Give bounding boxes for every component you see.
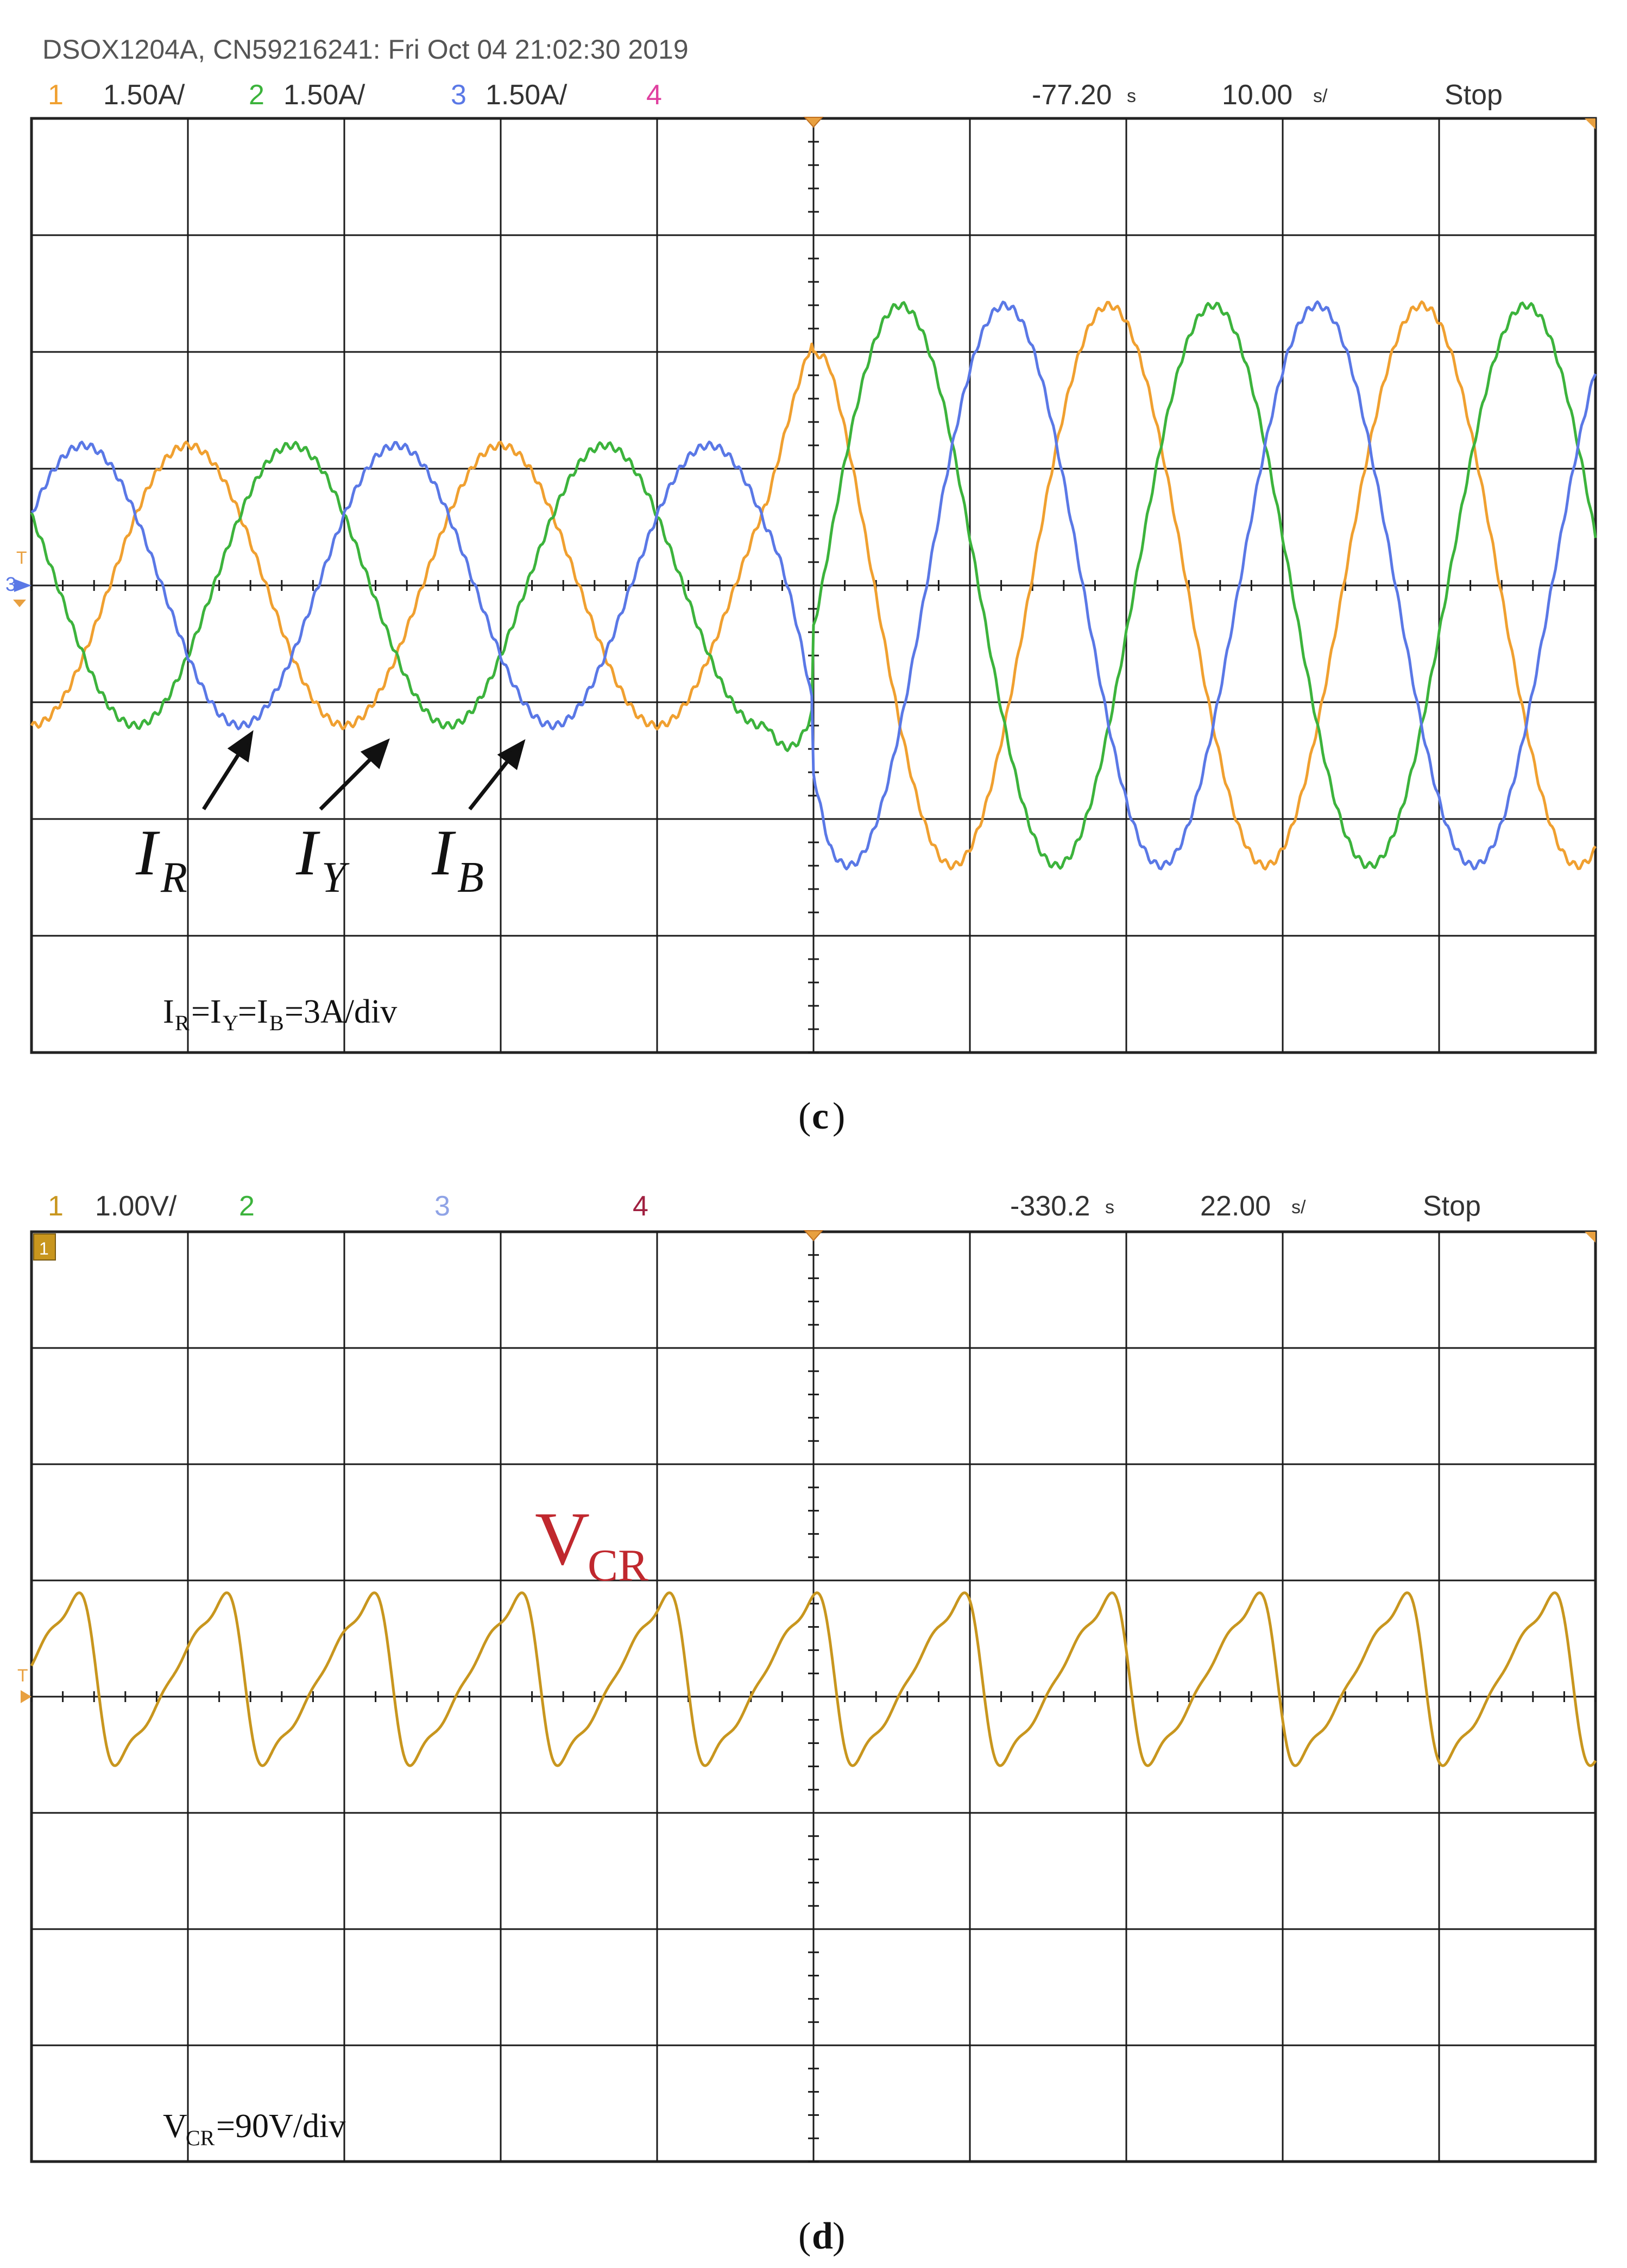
timebase-value: 10.00 bbox=[1222, 79, 1292, 111]
ground-marker-label: 1 bbox=[39, 1239, 49, 1258]
trigger-level-marker bbox=[21, 1690, 31, 1703]
scale-note-d-b: =90V/div bbox=[216, 2108, 345, 2145]
label-vcr-sub: CR bbox=[588, 1540, 648, 1591]
label-iy-base: I bbox=[295, 816, 320, 889]
instrument-id: DSOX1204A, CN59216241: Fri Oct 04 21:02:… bbox=[42, 34, 689, 65]
scale-note-c-c-sub: B bbox=[269, 1011, 284, 1035]
trigger-marker bbox=[803, 1230, 824, 1242]
label-ir-sub: R bbox=[160, 854, 187, 902]
label-vcr: V CR bbox=[535, 1497, 648, 1591]
scale-note-c-d: =3A/div bbox=[285, 993, 397, 1030]
ch1-number: 1 bbox=[48, 79, 64, 111]
label-iy-sub: Y bbox=[321, 854, 350, 902]
ground-marker bbox=[33, 1233, 56, 1261]
panel-c-screen: 3T bbox=[5, 117, 1597, 1054]
panel-d-screen: 1T bbox=[17, 1230, 1597, 2163]
label-ir: I R bbox=[135, 816, 187, 902]
trigger-level-marker bbox=[13, 600, 26, 607]
corner-marker bbox=[1585, 1232, 1596, 1243]
ch1-scale: 1.50A/ bbox=[103, 79, 185, 111]
ch3-scale: 1.50A/ bbox=[485, 79, 567, 111]
ch2-number: 2 bbox=[249, 79, 264, 111]
ch2-scale: 1.50A/ bbox=[283, 79, 365, 111]
scale-note-c-b-sub: Y bbox=[223, 1011, 238, 1035]
ch3-number: 3 bbox=[451, 79, 466, 111]
d-delay-unit: s bbox=[1105, 1197, 1114, 1218]
svg-text:(: ( bbox=[798, 2215, 811, 2257]
trigger-level-label: T bbox=[17, 1666, 28, 1685]
caption-d: ( d ) bbox=[798, 2215, 845, 2257]
arrow-ir bbox=[202, 730, 254, 810]
scale-note-c-c: =I bbox=[238, 993, 268, 1030]
svg-text:(: ( bbox=[798, 1095, 811, 1137]
d-ch3-number: 3 bbox=[434, 1190, 450, 1222]
label-ib: I B bbox=[431, 816, 484, 902]
d-run-state: Stop bbox=[1423, 1190, 1481, 1222]
d-ch2-number: 2 bbox=[239, 1190, 255, 1222]
label-iy: I Y bbox=[295, 816, 350, 902]
timebase-unit: s/ bbox=[1313, 86, 1328, 106]
ground-marker bbox=[14, 579, 31, 592]
scale-note-d-a: V bbox=[163, 2108, 187, 2145]
d-ch1-scale: 1.00V/ bbox=[95, 1190, 177, 1222]
d-ch4-number: 4 bbox=[633, 1190, 648, 1222]
d-timebase-unit: s/ bbox=[1291, 1197, 1306, 1218]
scale-note-c: I R =I Y =I B =3A/div bbox=[163, 993, 397, 1035]
label-ir-base: I bbox=[135, 816, 160, 889]
label-vcr-base: V bbox=[535, 1497, 590, 1581]
scale-note-d-a-sub: CR bbox=[186, 2126, 215, 2150]
caption-c-letter: c bbox=[812, 1095, 829, 1137]
trace-v-cr bbox=[30, 1591, 1597, 1767]
scale-note-d: V CR =90V/div bbox=[163, 2108, 345, 2150]
scale-note-c-b: =I bbox=[191, 993, 222, 1030]
corner-marker bbox=[1585, 118, 1596, 129]
trigger-level-label: T bbox=[16, 548, 27, 568]
scale-note-c-a-sub: R bbox=[175, 1011, 190, 1035]
caption-d-letter: d bbox=[812, 2215, 833, 2257]
d-delay-value: -330.2 bbox=[1010, 1190, 1090, 1222]
trigger-marker bbox=[803, 117, 824, 128]
d-ch1-number: 1 bbox=[48, 1190, 64, 1222]
arrow-iy bbox=[319, 738, 390, 811]
label-ib-sub: B bbox=[457, 854, 484, 902]
svg-text:): ) bbox=[833, 1095, 845, 1137]
ground-marker-label: 3 bbox=[5, 573, 16, 595]
ch4-number: 4 bbox=[646, 79, 662, 111]
arrow-ib bbox=[468, 739, 526, 811]
d-timebase-value: 22.00 bbox=[1200, 1190, 1271, 1222]
run-state: Stop bbox=[1445, 79, 1503, 111]
label-ib-base: I bbox=[431, 816, 456, 889]
trace-i-b bbox=[30, 300, 1597, 871]
trace-i-y bbox=[30, 301, 1597, 870]
caption-c: ( c ) bbox=[798, 1095, 845, 1137]
delay-unit: s bbox=[1127, 86, 1136, 106]
delay-value: -77.20 bbox=[1032, 79, 1112, 111]
svg-text:): ) bbox=[833, 2215, 845, 2257]
scale-note-c-a: I bbox=[163, 993, 174, 1030]
